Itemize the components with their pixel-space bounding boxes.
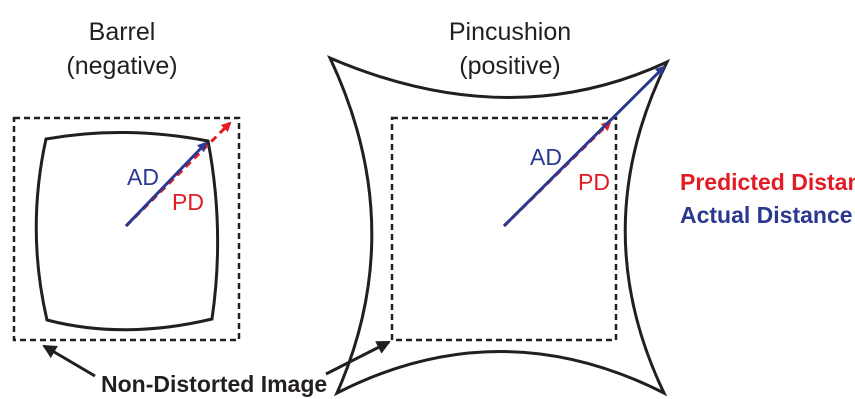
pincushion-non-distorted-frame (390, 116, 618, 342)
barrel-ad-label: AD (127, 164, 159, 190)
legend: Predicted Distance Actual Distance (680, 169, 855, 228)
caption-group: Non-Distorted Image (42, 340, 391, 397)
non-distorted-image-caption: Non-Distorted Image (101, 371, 327, 397)
pincushion-title-line2: (positive) (459, 52, 560, 80)
barrel-distorted-outline (34, 130, 220, 332)
barrel-pd-label: PD (172, 189, 204, 215)
barrel-title-line2: (negative) (66, 52, 177, 80)
pincushion-distorted-outline (326, 55, 671, 397)
pincushion-group: Pincushion (positive) AD PD (326, 18, 671, 397)
barrel-actual-distance-arrow (124, 141, 208, 228)
barrel-group: Barrel (negative) AD PD (12, 18, 241, 342)
pincushion-actual-distance-arrow (502, 65, 666, 228)
caption-pointer-arrow-barrel (42, 344, 96, 378)
pincushion-pd-label: PD (578, 169, 610, 195)
barrel-non-distorted-frame (12, 116, 241, 342)
legend-actual-distance: Actual Distance (680, 202, 853, 228)
legend-predicted-distance: Predicted Distance (680, 169, 855, 195)
caption-pointer-arrow-pincushion (325, 340, 391, 376)
pincushion-ad-label: AD (530, 144, 562, 170)
barrel-title-line1: Barrel (89, 18, 156, 46)
pincushion-title-line1: Pincushion (449, 18, 571, 46)
